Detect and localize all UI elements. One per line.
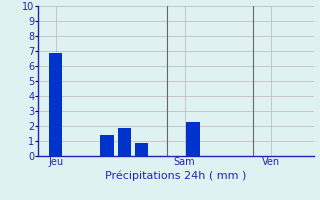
Bar [100,135,114,156]
Bar [117,128,131,156]
X-axis label: Précipitations 24h ( mm ): Précipitations 24h ( mm ) [105,170,247,181]
Bar [186,121,200,156]
Bar [135,142,148,156]
Bar [49,52,62,156]
